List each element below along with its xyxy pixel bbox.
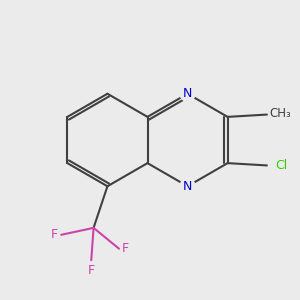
Text: F: F — [50, 228, 57, 241]
Text: Cl: Cl — [276, 159, 288, 172]
Text: N: N — [183, 180, 192, 193]
Text: CH₃: CH₃ — [269, 107, 291, 120]
Text: N: N — [183, 87, 192, 100]
Text: F: F — [88, 264, 95, 277]
Circle shape — [180, 86, 195, 101]
Circle shape — [180, 179, 195, 194]
Text: N: N — [183, 87, 192, 100]
Text: N: N — [183, 180, 192, 193]
Text: F: F — [122, 242, 129, 255]
